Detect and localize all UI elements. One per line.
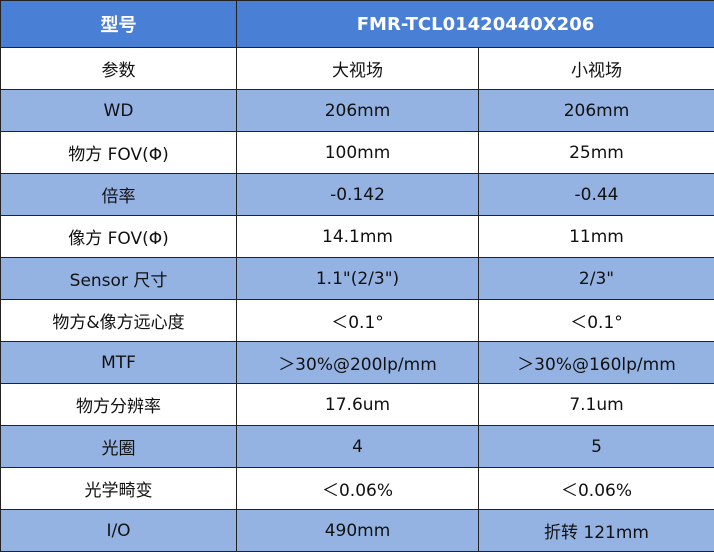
table-row: MTF ＞30%@200lp/mm ＞30%@160lp/mm [0,341,714,384]
table-cell: 小视场 [478,47,714,90]
table-cell: WD [0,89,237,132]
table-row: Sensor 尺寸 1.1"(2/3") 2/3" [0,257,714,300]
table-row: 物方 FOV(Φ) 100mm 25mm [0,131,714,174]
table-cell: 像方 FOV(Φ) [0,215,237,258]
table-cell: ＜0.1° [478,299,714,342]
table-cell: 100mm [236,131,479,174]
table-cell: ＜0.06% [236,467,479,510]
table-cell: 物方 FOV(Φ) [0,131,237,174]
table-row: 光学畸变 ＜0.06% ＜0.06% [0,467,714,510]
table-cell: I/O [0,509,237,552]
table-row: 参数 大视场 小视场 [0,47,714,90]
table-cell: 4 [236,425,479,468]
table-cell: 光圈 [0,425,237,468]
table-cell: Sensor 尺寸 [0,257,237,300]
table-cell: ＞30%@200lp/mm [236,341,479,384]
table-cell: ＞30%@160lp/mm [478,341,714,384]
table-cell: -0.142 [236,173,479,216]
table-cell: 206mm [236,89,479,132]
table-cell: 7.1um [478,383,714,426]
table-cell: -0.44 [478,173,714,216]
table-cell: 25mm [478,131,714,174]
table-row: WD 206mm 206mm [0,89,714,132]
table-cell: ＜0.06% [478,467,714,510]
table-cell: 倍率 [0,173,237,216]
header-cell: FMR-TCL01420440X206 [236,0,714,48]
table-cell: 490mm [236,509,479,552]
table-cell: 206mm [478,89,714,132]
header-cell: 型号 [0,0,237,48]
table-cell: 参数 [0,47,237,90]
header-row: 型号 FMR-TCL01420440X206 [0,0,714,48]
table-cell: MTF [0,341,237,384]
table-cell: 11mm [478,215,714,258]
table-row: 物方分辨率 17.6um 7.1um [0,383,714,426]
table-row: 像方 FOV(Φ) 14.1mm 11mm [0,215,714,258]
table-row: 光圈 4 5 [0,425,714,468]
table-row: I/O 490mm 折转 121mm [0,509,714,552]
table-cell: 17.6um [236,383,479,426]
table-cell: 物方&像方远心度 [0,299,237,342]
table-cell: 1.1"(2/3") [236,257,479,300]
table-cell: 大视场 [236,47,479,90]
table-cell: 物方分辨率 [0,383,237,426]
table-cell: ＜0.1° [236,299,479,342]
table-cell: 5 [478,425,714,468]
table-cell: 光学畸变 [0,467,237,510]
table-row: 物方&像方远心度 ＜0.1° ＜0.1° [0,299,714,342]
table-cell: 折转 121mm [478,509,714,552]
table-row: 倍率 -0.142 -0.44 [0,173,714,216]
table-cell: 14.1mm [236,215,479,258]
table-cell: 2/3" [478,257,714,300]
